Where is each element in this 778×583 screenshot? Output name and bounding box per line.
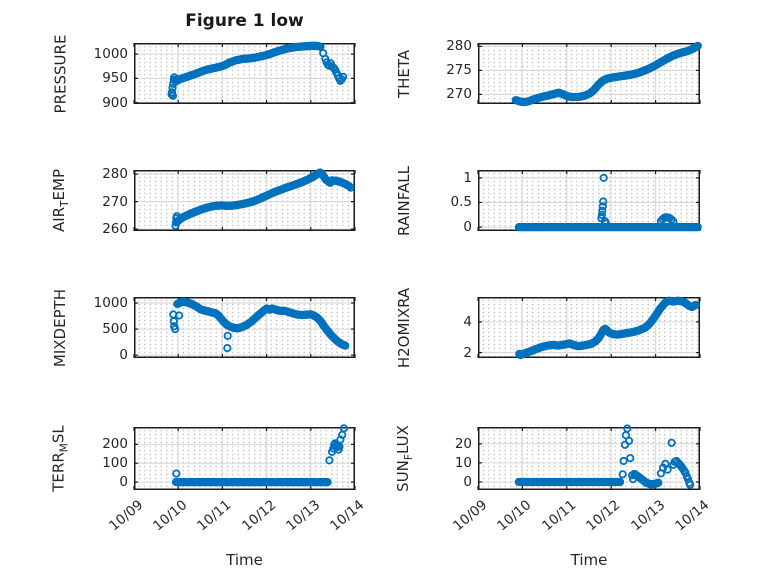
y-tick-label: 270 bbox=[102, 193, 128, 210]
y-tick-label: 0.5 bbox=[450, 194, 472, 211]
y-tick-label: 0 bbox=[119, 347, 128, 364]
x-tick-label: 10/12 bbox=[238, 497, 279, 535]
y-tick-label: 280 bbox=[446, 38, 472, 55]
ylabel-sun-flux: SUNFLUX bbox=[393, 425, 415, 492]
x-tick-label: 10/10 bbox=[150, 497, 191, 535]
figure-title: Figure 1 low bbox=[185, 11, 304, 31]
y-tick-label: 0 bbox=[119, 474, 128, 491]
y-tick-label: 0 bbox=[463, 219, 472, 236]
subplot-sun-flux bbox=[477, 424, 701, 490]
xlabel-time-left: Time bbox=[226, 551, 263, 569]
x-tick-label: 10/14 bbox=[672, 497, 713, 535]
subplot-pressure bbox=[133, 41, 356, 104]
subplot-terr-msl bbox=[133, 424, 356, 490]
y-tick-label: 20 bbox=[454, 435, 472, 452]
subplot-theta bbox=[477, 41, 702, 107]
x-tick-label: 10/09 bbox=[106, 497, 147, 535]
ylabel-terr-msl: TERRMSL bbox=[49, 425, 71, 492]
subplot-mixdepth bbox=[133, 297, 356, 358]
ylabel-air-temp: AIRTEMP bbox=[49, 169, 71, 232]
ylabel-mixdepth: MIXDEPTH bbox=[51, 288, 70, 367]
x-tick-label: 10/09 bbox=[450, 497, 491, 535]
ylabel-rainfall: RAINFALL bbox=[395, 165, 414, 236]
y-tick-label: 200 bbox=[102, 436, 128, 453]
y-tick-label: 275 bbox=[446, 62, 472, 79]
ylabel-pressure: PRESSURE bbox=[51, 34, 69, 113]
y-tick-label: 1000 bbox=[93, 46, 128, 63]
y-tick-label: 100 bbox=[102, 455, 128, 472]
x-tick-label: 10/14 bbox=[327, 497, 368, 535]
y-tick-label: 950 bbox=[102, 70, 128, 87]
y-tick-label: 900 bbox=[102, 94, 128, 111]
y-tick-label: 10 bbox=[454, 454, 472, 471]
subplot-rainfall bbox=[477, 170, 702, 232]
y-tick-label: 2 bbox=[463, 344, 472, 361]
y-tick-label: 0 bbox=[463, 473, 472, 490]
x-tick-label: 10/11 bbox=[194, 497, 235, 535]
y-tick-label: 280 bbox=[102, 166, 128, 183]
y-tick-label: 1 bbox=[463, 169, 472, 186]
y-tick-label: 260 bbox=[102, 221, 128, 238]
y-tick-label: 270 bbox=[446, 86, 472, 103]
x-tick-label: 10/13 bbox=[282, 497, 324, 535]
ylabel-theta: THETA bbox=[395, 49, 413, 98]
ylabel-h2omixra: H2OMIXRA bbox=[395, 287, 414, 368]
xlabel-time-right: Time bbox=[570, 551, 608, 569]
subplot-air-temp bbox=[133, 168, 356, 231]
y-tick-label: 1000 bbox=[93, 294, 128, 311]
x-tick-label: 10/12 bbox=[583, 497, 624, 535]
x-tick-label: 10/10 bbox=[494, 497, 535, 535]
x-tick-label: 10/13 bbox=[627, 497, 668, 535]
y-tick-label: 500 bbox=[102, 321, 128, 338]
y-tick-label: 4 bbox=[463, 313, 472, 330]
subplot-h2omixra bbox=[477, 296, 701, 360]
x-tick-label: 10/11 bbox=[538, 497, 580, 535]
